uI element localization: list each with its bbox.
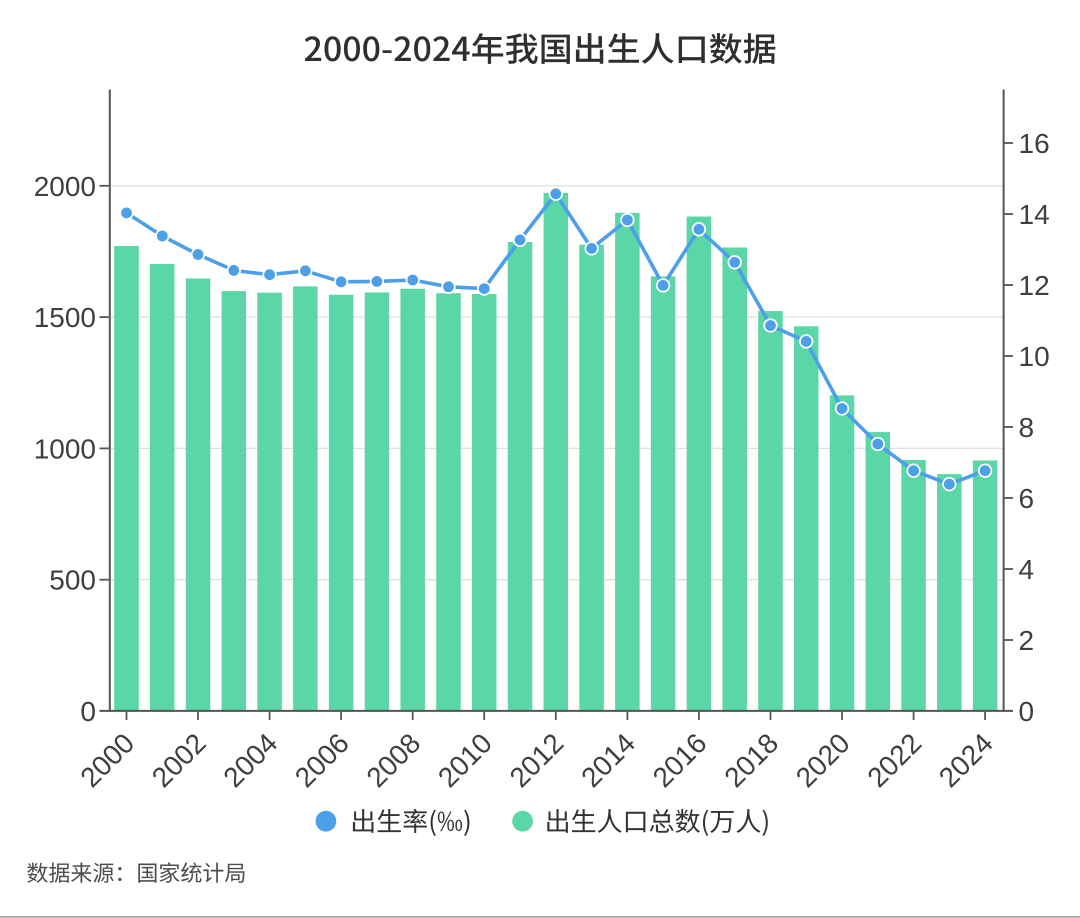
svg-text:0: 0	[80, 696, 96, 727]
svg-text:12: 12	[1019, 270, 1050, 301]
svg-text:2: 2	[1019, 625, 1035, 656]
svg-text:4: 4	[1019, 554, 1035, 585]
svg-text:1500: 1500	[34, 302, 96, 333]
svg-text:2000: 2000	[34, 171, 96, 202]
svg-text:8: 8	[1019, 412, 1035, 443]
svg-text:6: 6	[1019, 483, 1035, 514]
svg-text:16: 16	[1019, 128, 1050, 159]
svg-text:500: 500	[49, 565, 96, 596]
svg-text:0: 0	[1019, 696, 1035, 727]
svg-text:1000: 1000	[34, 433, 96, 464]
svg-text:14: 14	[1019, 199, 1050, 230]
svg-text:10: 10	[1019, 341, 1050, 372]
